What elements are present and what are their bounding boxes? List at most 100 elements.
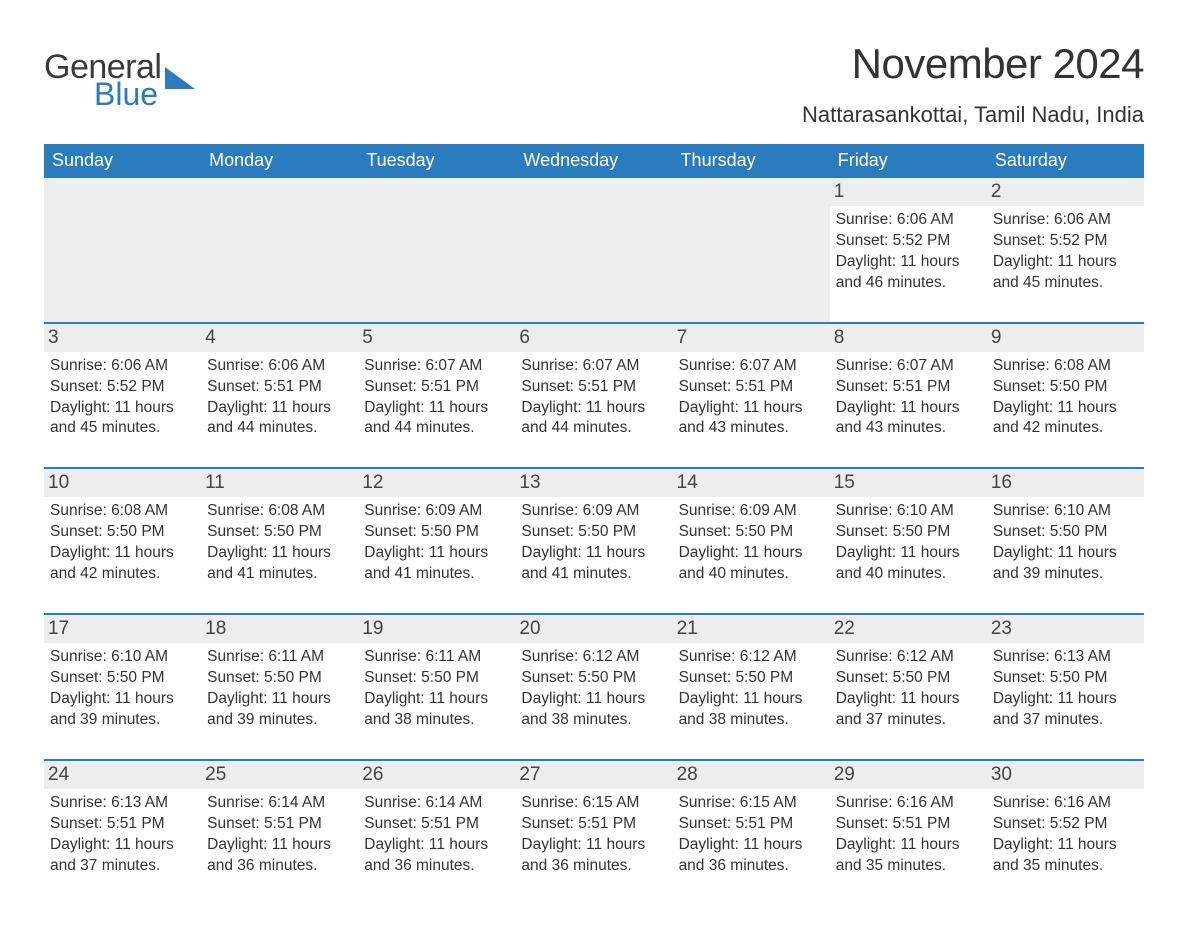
sunset-line: Sunset: 5:51 PM — [50, 814, 195, 835]
sunset-value: 5:51 PM — [893, 815, 951, 832]
sunset-label: Sunset: — [207, 378, 264, 395]
day-number: 9 — [987, 324, 1144, 352]
day-details: Sunrise: 6:13 AMSunset: 5:50 PMDaylight:… — [993, 647, 1138, 731]
day-details: Sunrise: 6:09 AMSunset: 5:50 PMDaylight:… — [521, 501, 666, 585]
sunrise-label: Sunrise: — [521, 794, 582, 811]
calendar-week-row: 10Sunrise: 6:08 AMSunset: 5:50 PMDayligh… — [44, 468, 1144, 614]
sunset-label: Sunset: — [836, 815, 893, 832]
sunset-label: Sunset: — [521, 815, 578, 832]
calendar-day-cell: 7Sunrise: 6:07 AMSunset: 5:51 PMDaylight… — [673, 323, 830, 469]
daylight-label: Daylight: — [207, 399, 272, 416]
sunrise-line: Sunrise: 6:06 AM — [50, 356, 195, 377]
sunrise-label: Sunrise: — [50, 357, 111, 374]
sunset-label: Sunset: — [50, 669, 107, 686]
daylight-label: Daylight: — [836, 253, 901, 270]
daylight-label: Daylight: — [993, 544, 1058, 561]
sunrise-label: Sunrise: — [993, 357, 1054, 374]
daylight-line: Daylight: 11 hours and 41 minutes. — [521, 543, 666, 585]
daylight-line: Daylight: 11 hours and 38 minutes. — [679, 689, 824, 731]
day-number: 4 — [201, 324, 358, 352]
day-number: 11 — [201, 469, 358, 497]
sunrise-label: Sunrise: — [50, 794, 111, 811]
sunrise-value: 6:08 AM — [268, 502, 325, 519]
day-details: Sunrise: 6:14 AMSunset: 5:51 PMDaylight:… — [207, 793, 352, 877]
sunrise-line: Sunrise: 6:09 AM — [679, 501, 824, 522]
sunset-label: Sunset: — [50, 523, 107, 540]
sunrise-label: Sunrise: — [993, 648, 1054, 665]
daylight-line: Daylight: 11 hours and 36 minutes. — [207, 835, 352, 877]
sunset-label: Sunset: — [521, 523, 578, 540]
daylight-label: Daylight: — [679, 836, 744, 853]
day-of-week-header: Monday — [201, 144, 358, 178]
sunset-line: Sunset: 5:51 PM — [364, 377, 509, 398]
day-details: Sunrise: 6:11 AMSunset: 5:50 PMDaylight:… — [364, 647, 509, 731]
sunset-value: 5:51 PM — [578, 378, 636, 395]
daylight-line: Daylight: 11 hours and 43 minutes. — [679, 398, 824, 440]
sunrise-value: 6:07 AM — [897, 357, 954, 374]
daylight-label: Daylight: — [364, 544, 429, 561]
sunrise-value: 6:07 AM — [425, 357, 482, 374]
sunset-value: 5:51 PM — [264, 378, 322, 395]
daylight-label: Daylight: — [679, 544, 744, 561]
calendar-day-cell: 15Sunrise: 6:10 AMSunset: 5:50 PMDayligh… — [830, 468, 987, 614]
sunrise-line: Sunrise: 6:09 AM — [521, 501, 666, 522]
day-number: 26 — [358, 761, 515, 789]
sunset-line: Sunset: 5:50 PM — [993, 377, 1138, 398]
daylight-line: Daylight: 11 hours and 39 minutes. — [50, 689, 195, 731]
daylight-line: Daylight: 11 hours and 37 minutes. — [836, 689, 981, 731]
day-details: Sunrise: 6:07 AMSunset: 5:51 PMDaylight:… — [679, 356, 824, 440]
page-title: November 2024 — [802, 40, 1144, 88]
sunset-value: 5:50 PM — [421, 669, 479, 686]
day-of-week-header: Tuesday — [358, 144, 515, 178]
sunrise-label: Sunrise: — [836, 357, 897, 374]
daylight-label: Daylight: — [836, 544, 901, 561]
sunrise-line: Sunrise: 6:07 AM — [364, 356, 509, 377]
daylight-line: Daylight: 11 hours and 36 minutes. — [679, 835, 824, 877]
logo: General Blue — [44, 40, 195, 110]
sunset-label: Sunset: — [521, 378, 578, 395]
logo-triangle-icon — [165, 67, 195, 89]
sunset-value: 5:52 PM — [893, 232, 951, 249]
daylight-label: Daylight: — [521, 399, 586, 416]
daylight-line: Daylight: 11 hours and 41 minutes. — [364, 543, 509, 585]
sunset-value: 5:50 PM — [578, 669, 636, 686]
daylight-line: Daylight: 11 hours and 45 minutes. — [993, 252, 1138, 294]
sunrise-line: Sunrise: 6:12 AM — [836, 647, 981, 668]
sunrise-line: Sunrise: 6:16 AM — [836, 793, 981, 814]
daylight-label: Daylight: — [50, 544, 115, 561]
sunset-line: Sunset: 5:51 PM — [679, 377, 824, 398]
sunset-value: 5:50 PM — [735, 523, 793, 540]
daylight-label: Daylight: — [207, 690, 272, 707]
sunrise-value: 6:14 AM — [425, 794, 482, 811]
sunrise-label: Sunrise: — [836, 502, 897, 519]
calendar-empty-cell — [515, 178, 672, 323]
daylight-line: Daylight: 11 hours and 39 minutes. — [207, 689, 352, 731]
day-number: 28 — [673, 761, 830, 789]
sunset-value: 5:51 PM — [421, 815, 479, 832]
sunset-line: Sunset: 5:51 PM — [836, 377, 981, 398]
sunset-value: 5:51 PM — [735, 815, 793, 832]
daylight-label: Daylight: — [364, 690, 429, 707]
sunset-line: Sunset: 5:50 PM — [679, 668, 824, 689]
sunrise-label: Sunrise: — [679, 648, 740, 665]
daylight-label: Daylight: — [679, 399, 744, 416]
sunset-value: 5:52 PM — [1050, 815, 1108, 832]
sunset-label: Sunset: — [679, 378, 736, 395]
logo-word-blue: Blue — [94, 78, 161, 110]
calendar-day-cell: 18Sunrise: 6:11 AMSunset: 5:50 PMDayligh… — [201, 614, 358, 760]
sunrise-value: 6:15 AM — [740, 794, 797, 811]
sunrise-value: 6:06 AM — [897, 211, 954, 228]
calendar-empty-cell — [201, 178, 358, 323]
sunrise-label: Sunrise: — [836, 794, 897, 811]
daylight-label: Daylight: — [521, 836, 586, 853]
sunrise-value: 6:09 AM — [740, 502, 797, 519]
calendar-week-row: 17Sunrise: 6:10 AMSunset: 5:50 PMDayligh… — [44, 614, 1144, 760]
sunset-line: Sunset: 5:52 PM — [836, 231, 981, 252]
sunrise-line: Sunrise: 6:12 AM — [679, 647, 824, 668]
daylight-label: Daylight: — [993, 690, 1058, 707]
calendar-day-cell: 19Sunrise: 6:11 AMSunset: 5:50 PMDayligh… — [358, 614, 515, 760]
sunset-line: Sunset: 5:50 PM — [50, 668, 195, 689]
day-number: 22 — [830, 615, 987, 643]
sunset-line: Sunset: 5:52 PM — [50, 377, 195, 398]
sunset-value: 5:50 PM — [264, 669, 322, 686]
